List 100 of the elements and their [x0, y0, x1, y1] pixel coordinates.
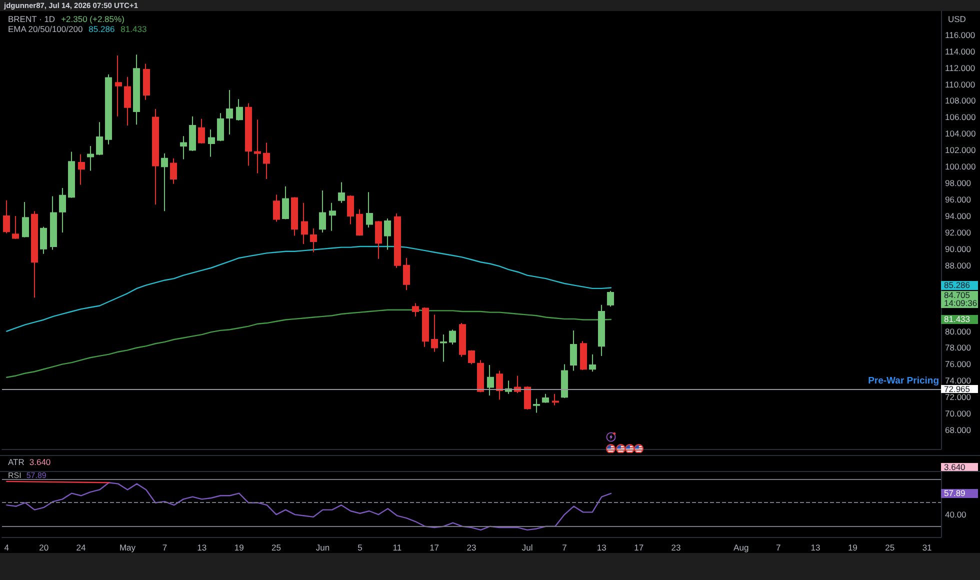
candlestick: [291, 196, 298, 236]
candlestick: [570, 330, 577, 372]
candlestick: [561, 364, 568, 398]
candlestick: [440, 334, 447, 362]
y-tick-label: 114.000: [945, 46, 976, 56]
annotation: EMA 20/50/100/200: [8, 24, 83, 34]
y-tick-label: 90.000: [945, 244, 972, 254]
x-tick-label: 17: [430, 542, 440, 552]
x-tick-label: Jun: [316, 542, 330, 552]
candlestick: [468, 350, 475, 365]
candlestick: [50, 196, 57, 250]
candlestick: [96, 122, 103, 156]
candlestick: [78, 154, 85, 186]
chart-title: RSI: [8, 471, 22, 480]
candlestick: [152, 108, 159, 205]
candlestick: [607, 290, 614, 308]
candlestick: [412, 302, 419, 317]
candlestick: [580, 340, 587, 370]
y-tick-label: 108.000: [945, 96, 976, 106]
y-tick-label: 68.000: [945, 425, 972, 436]
x-tick-label: Jul: [522, 542, 533, 552]
candlestick: [59, 188, 66, 233]
x-tick-label: 19: [234, 542, 244, 552]
candlestick: [394, 213, 401, 268]
y-tick-label: 85.286: [944, 280, 978, 290]
x-tick-label: 13: [596, 542, 607, 552]
candlestick: [375, 220, 382, 260]
candlestick: [189, 116, 196, 152]
text: ATR: [8, 457, 24, 467]
candlestick: [198, 118, 205, 144]
x-tick-label: May: [119, 542, 136, 552]
candlestick: [329, 202, 336, 232]
y-tick-label: 40.00: [945, 510, 967, 520]
candlestick: [310, 228, 317, 253]
candlestick: [170, 158, 177, 184]
x-tick-label: 7: [562, 542, 568, 552]
candlestick: [598, 304, 605, 356]
y-tick-label: 94.000: [945, 211, 972, 222]
x-tick-label: 7: [776, 542, 781, 552]
annotation: 81.433: [120, 24, 147, 34]
text: USD: [948, 14, 966, 24]
candlestick: [263, 142, 270, 180]
x-tick-label: 17: [634, 542, 644, 552]
candlestick: [487, 364, 494, 396]
y-tick-label: 92.000: [945, 227, 972, 238]
y-tick-label: 76.000: [945, 359, 972, 370]
y-tick-label: 72.000: [945, 392, 972, 402]
chart-title: BRENT · 1D: [8, 14, 56, 24]
candlestick: [552, 393, 559, 406]
x-tick-label: 31: [922, 542, 932, 552]
candlestick: [431, 314, 438, 352]
candlestick: [143, 63, 150, 100]
candlestick: [319, 190, 326, 233]
x-tick-label: 23: [466, 542, 476, 552]
annotation: 57.89: [26, 471, 46, 480]
candlestick: [245, 102, 252, 166]
candlestick: [384, 218, 391, 250]
y-tick-label: 74.000: [945, 376, 972, 386]
candlestick: [31, 210, 38, 298]
candlestick: [301, 202, 308, 244]
candlestick: [133, 54, 140, 126]
annotation: 85.286: [88, 24, 115, 34]
text: 14:09:36: [944, 298, 978, 308]
candlestick: [254, 119, 261, 174]
y-tick-label: 102.000: [945, 145, 976, 156]
x-tick-label: 23: [671, 542, 682, 552]
candlestick: [589, 354, 596, 372]
candlestick: [115, 54, 122, 117]
candlestick: [208, 129, 215, 158]
y-tick-label: 57.89: [944, 488, 978, 498]
candlestick: [366, 192, 373, 228]
x-tick-label: 25: [885, 542, 895, 552]
y-tick-label: 81.433: [944, 314, 978, 324]
y-tick-label: 100.000: [945, 162, 976, 172]
line-series: [6, 309, 612, 378]
candlestick: [356, 208, 363, 236]
x-tick-label: 4: [4, 542, 10, 552]
candlestick: [477, 360, 484, 393]
y-tick-label: 88.000: [945, 260, 972, 270]
candlestick: [347, 194, 354, 225]
line-series: [6, 482, 612, 531]
x-tick-label: 19: [848, 542, 858, 552]
y-tick-label: 104.000: [945, 128, 976, 139]
annotation: +2.350 (+2.85%): [61, 14, 124, 24]
y-tick-label: 112.000: [945, 62, 976, 73]
x-tick-label: 20: [39, 542, 49, 552]
y-tick-label: 78.000: [945, 342, 972, 353]
x-tick-label: 11: [392, 542, 402, 552]
candlestick: [217, 112, 224, 142]
candlestick: [180, 136, 187, 160]
x-tick-label: 25: [272, 542, 282, 552]
candlestick: [124, 76, 131, 126]
candlestick: [87, 146, 94, 172]
candlestick: [533, 398, 540, 414]
y-tick-label: 84.705: [944, 290, 971, 300]
candlestick: [161, 152, 168, 212]
x-tick-label: 13: [810, 542, 820, 552]
y-tick-label: 72.965: [944, 384, 978, 394]
y-tick-label: 98.000: [945, 178, 972, 188]
text: 3.640: [944, 462, 966, 472]
